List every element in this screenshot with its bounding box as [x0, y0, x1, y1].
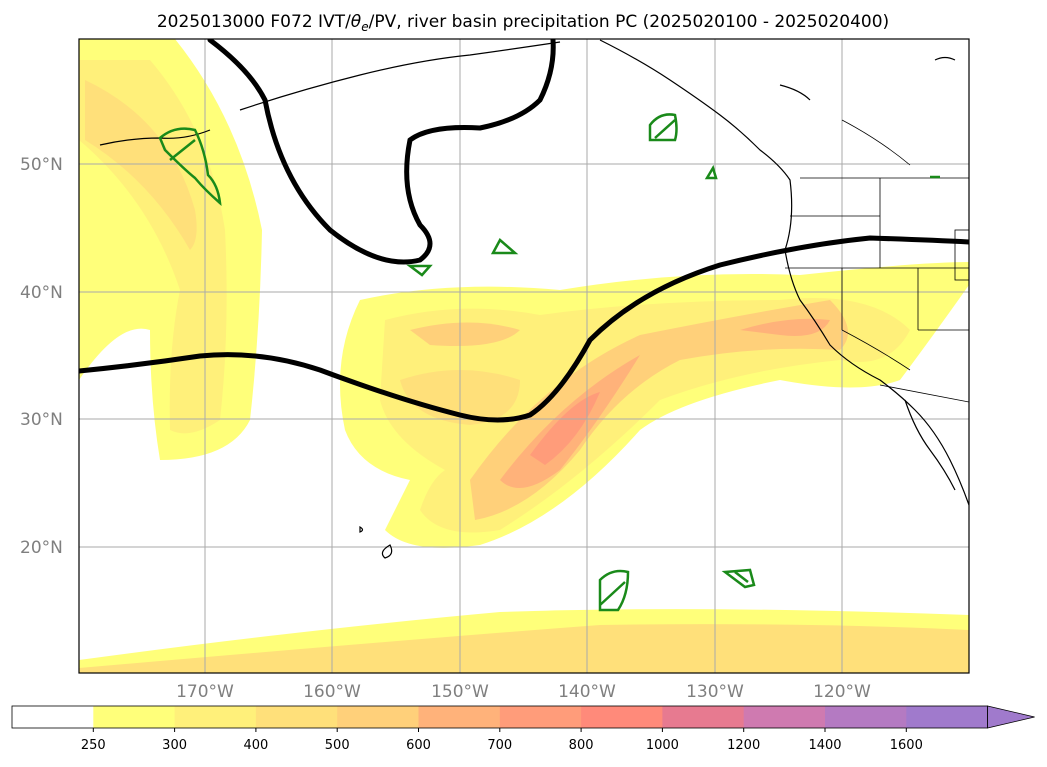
pv-contour-south: [79, 235, 969, 423]
colorbar-tick-label: 1000: [646, 738, 679, 753]
colorbar-tick-label: 600: [406, 738, 431, 753]
colorbar-segment: [337, 706, 419, 728]
colorbar-tick-label: 1400: [808, 738, 841, 753]
lon-label: 130°W: [686, 682, 744, 702]
colorbar-tick-label: 800: [569, 738, 594, 753]
colorbar-tick-label: 700: [487, 738, 512, 753]
lat-label: 40°N: [20, 283, 63, 303]
figure-title: 2025013000 F072 IVT/θe/PV, river basin p…: [157, 12, 889, 34]
colorbar-tick-label: 400: [243, 738, 268, 753]
ivt-southern-band: [79, 609, 969, 673]
map-panel: [79, 39, 969, 673]
colorbar-segment: [662, 706, 745, 728]
pv-contours: [79, 39, 969, 423]
colorbar: 250 300 400 500 600 700 800 1000 1200 1400 1600: [11, 705, 1035, 753]
colorbar-segment: [12, 706, 94, 728]
borders: [785, 119, 969, 403]
lon-label: 160°W: [303, 682, 361, 702]
colorbar-segment: [499, 706, 582, 728]
lon-label: 150°W: [431, 682, 489, 702]
lon-label: 120°W: [813, 682, 871, 702]
colorbar-segment: [418, 706, 501, 728]
basin-outline: [721, 568, 756, 589]
coastlines: [99, 39, 969, 559]
lon-label: 140°W: [558, 682, 616, 702]
ivt-atmospheric-river: [340, 262, 969, 548]
colorbar-segment: [743, 706, 826, 728]
colorbar-segment: [906, 706, 989, 728]
longitude-labels: 170°W 160°W 150°W 140°W 130°W 120°W: [176, 682, 871, 702]
colorbar-tick-label: 500: [325, 738, 350, 753]
lat-label: 20°N: [20, 538, 63, 558]
colorbar-tick-label: 1600: [890, 738, 923, 753]
basin-outline: [648, 113, 678, 142]
colorbar-segment: [825, 706, 907, 728]
colorbar-segment: [581, 706, 663, 728]
colorbar-tick-label: 1200: [727, 738, 760, 753]
basin-outline: [158, 127, 222, 207]
lat-label: 50°N: [20, 155, 63, 175]
pv-contour-north: [207, 39, 556, 265]
basin-outline: [406, 264, 433, 277]
colorbar-extend-arrow-icon: [987, 705, 1035, 729]
colorbar-segment: [255, 706, 338, 728]
lon-label: 170°W: [176, 682, 234, 702]
river-basins: [158, 113, 940, 612]
latitude-labels: 50°N 40°N 30°N 20°N: [20, 155, 63, 558]
lat-label: 30°N: [20, 410, 63, 430]
basin-outline: [704, 164, 718, 180]
colorbar-segment: [93, 706, 176, 728]
basin-outline: [490, 238, 519, 255]
colorbar-tick-label: 250: [81, 738, 106, 753]
map-frame: [78, 38, 970, 674]
basin-outline: [598, 569, 630, 612]
colorbar-segment: [174, 706, 257, 728]
colorbar-tick-label: 300: [162, 738, 187, 753]
